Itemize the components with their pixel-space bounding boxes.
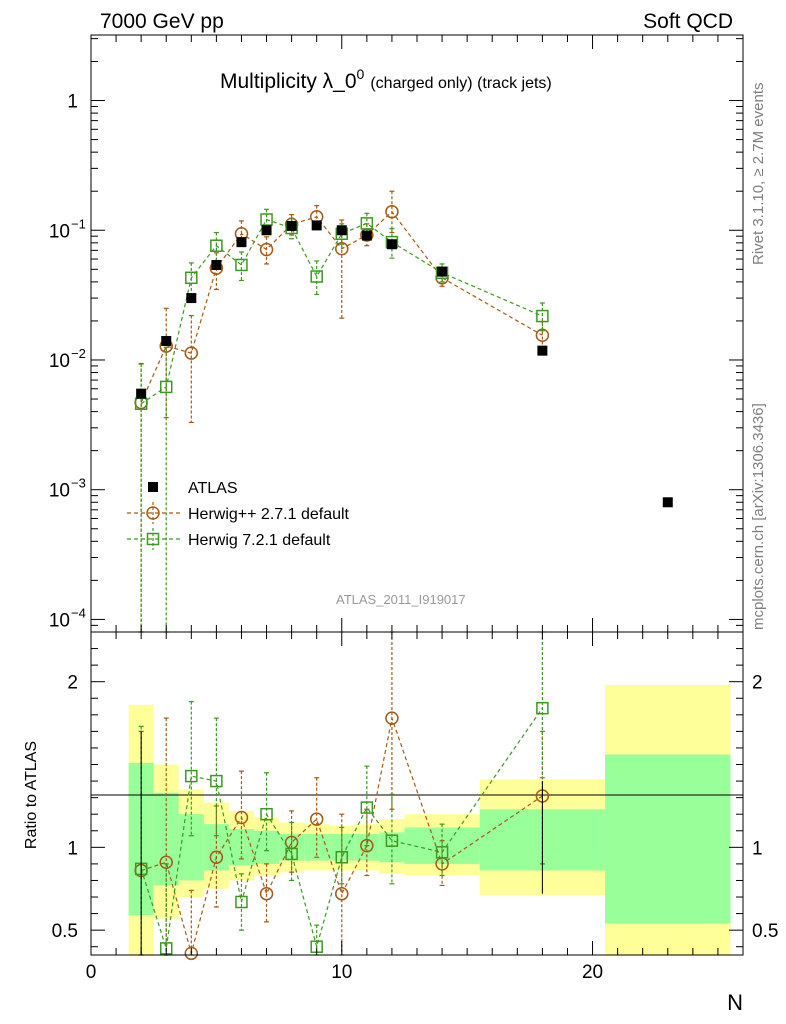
legend-marker xyxy=(146,506,160,520)
series-point xyxy=(184,346,199,360)
y-tick-label: 10 xyxy=(49,481,70,502)
main-panel: 10 −410 −310 −210 −11 xyxy=(49,34,744,633)
ratio-point xyxy=(159,855,173,869)
data-point xyxy=(386,239,397,250)
ratio-y-tick-label: 1 xyxy=(67,838,78,859)
data-point xyxy=(211,259,222,270)
ratio-point xyxy=(335,851,349,864)
series-point xyxy=(536,309,549,323)
y-tick-label: 10 xyxy=(49,221,70,242)
header-right: Soft QCD xyxy=(643,10,733,33)
series-point xyxy=(385,204,399,219)
y-tick-label: 10 xyxy=(49,351,70,372)
ratio-point xyxy=(209,850,224,865)
ratio-point xyxy=(360,838,374,853)
x-tick-label: 10 xyxy=(331,962,352,983)
ratio-point xyxy=(285,847,298,861)
data-point xyxy=(186,293,197,304)
ratio-point xyxy=(385,834,399,847)
mcplots-label: mcplots.cern.ch [arXiv:1306.3436] xyxy=(750,403,767,630)
ratio-y-tick-label: 0.5 xyxy=(752,921,778,942)
rivet-label: Rivet 3.1.10, ≥ 2.7M events xyxy=(750,83,767,266)
ratio-ylabel: Ratio to ATLAS xyxy=(23,741,40,849)
legend-marker xyxy=(146,532,160,546)
data-point xyxy=(286,220,297,231)
uncertainty-band-inner xyxy=(178,814,204,881)
title-sup: 0 xyxy=(357,66,365,82)
ratio-point xyxy=(360,801,374,814)
ratio-point xyxy=(234,810,249,825)
data-point xyxy=(161,336,172,347)
ratio-point xyxy=(185,769,198,783)
ratio-y-tick-label: 0.5 xyxy=(52,921,78,942)
ratio-point xyxy=(309,812,324,826)
data-point xyxy=(236,237,247,248)
ratio-point xyxy=(435,846,449,859)
chart-title: Multiplicity λ_00 (charged only) (track j… xyxy=(220,66,552,93)
y-tick-label: 10 xyxy=(49,610,70,631)
ratio-point xyxy=(260,807,273,821)
data-point xyxy=(361,230,372,241)
y-tick-label-exponent: −4 xyxy=(71,605,86,620)
data-point xyxy=(136,388,147,399)
ratio-point xyxy=(385,711,399,725)
y-tick-label-exponent: −2 xyxy=(71,346,86,361)
legend-label: ATLAS xyxy=(188,480,238,497)
ratio-panel: 0 10 20 0.5 0.5 1 1 2 2 xyxy=(52,631,778,983)
legend: ATLAS Herwig++ 2.7.1 default Herwig 7.2.1 … xyxy=(127,480,350,550)
data-point xyxy=(437,266,448,277)
series-point xyxy=(360,217,374,230)
series-point xyxy=(235,258,248,272)
data-point xyxy=(537,345,548,356)
series-point xyxy=(259,242,274,257)
series-point xyxy=(210,239,223,252)
uncertainty-band-inner xyxy=(254,830,280,864)
series-point xyxy=(159,380,173,394)
series-point xyxy=(260,213,273,226)
data-point xyxy=(261,225,272,236)
ratio-y-tick-label: 1 xyxy=(752,838,763,859)
ratio-point xyxy=(259,886,274,901)
watermark: ATLAS_2011_I919017 xyxy=(336,592,466,607)
data-point xyxy=(336,225,347,236)
y-tick-label-exponent: −3 xyxy=(71,476,86,491)
ratio-point xyxy=(235,895,248,909)
ratio-point xyxy=(210,774,223,788)
data-point xyxy=(662,497,673,508)
ratio-point xyxy=(536,701,549,715)
ratio-point xyxy=(184,946,199,961)
legend-marker xyxy=(148,482,158,492)
title-suffix: (charged only) (track jets) xyxy=(370,75,551,92)
ratio-y-tick-label: 2 xyxy=(67,673,78,694)
x-tick-label: 0 xyxy=(86,962,97,983)
y-tick-label: 1 xyxy=(67,92,78,113)
legend-label: Herwig 7.2.1 default xyxy=(188,532,331,549)
x-axis-label: N xyxy=(727,990,743,1015)
data-point xyxy=(311,220,322,231)
ratio-point xyxy=(335,886,349,901)
x-tick-label: 20 xyxy=(582,962,603,983)
series-point xyxy=(185,271,198,285)
y-tick-label-exponent: −1 xyxy=(71,216,86,231)
legend-label: Herwig++ 2.7.1 default xyxy=(188,506,350,523)
ratio-y-tick-label: 2 xyxy=(752,673,763,694)
series-point xyxy=(335,242,349,256)
header-left: 7000 GeV pp xyxy=(100,10,224,33)
uncertainty-band-inner xyxy=(605,754,731,924)
series-point xyxy=(310,270,323,283)
title-main: Multiplicity λ_0 xyxy=(220,70,357,93)
